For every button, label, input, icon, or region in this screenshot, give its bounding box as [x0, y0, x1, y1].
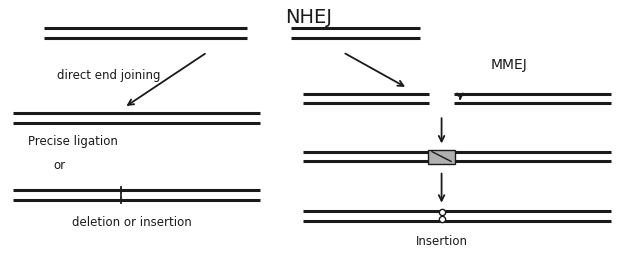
Text: or: or: [53, 159, 66, 172]
Text: Insertion: Insertion: [415, 235, 468, 248]
Bar: [428, 150, 455, 163]
Text: direct end joining: direct end joining: [57, 69, 160, 82]
Text: Precise ligation: Precise ligation: [28, 135, 118, 148]
Text: deletion or insertion: deletion or insertion: [72, 216, 192, 229]
Text: NHEJ: NHEJ: [286, 9, 332, 27]
Text: MMEJ: MMEJ: [491, 58, 528, 72]
